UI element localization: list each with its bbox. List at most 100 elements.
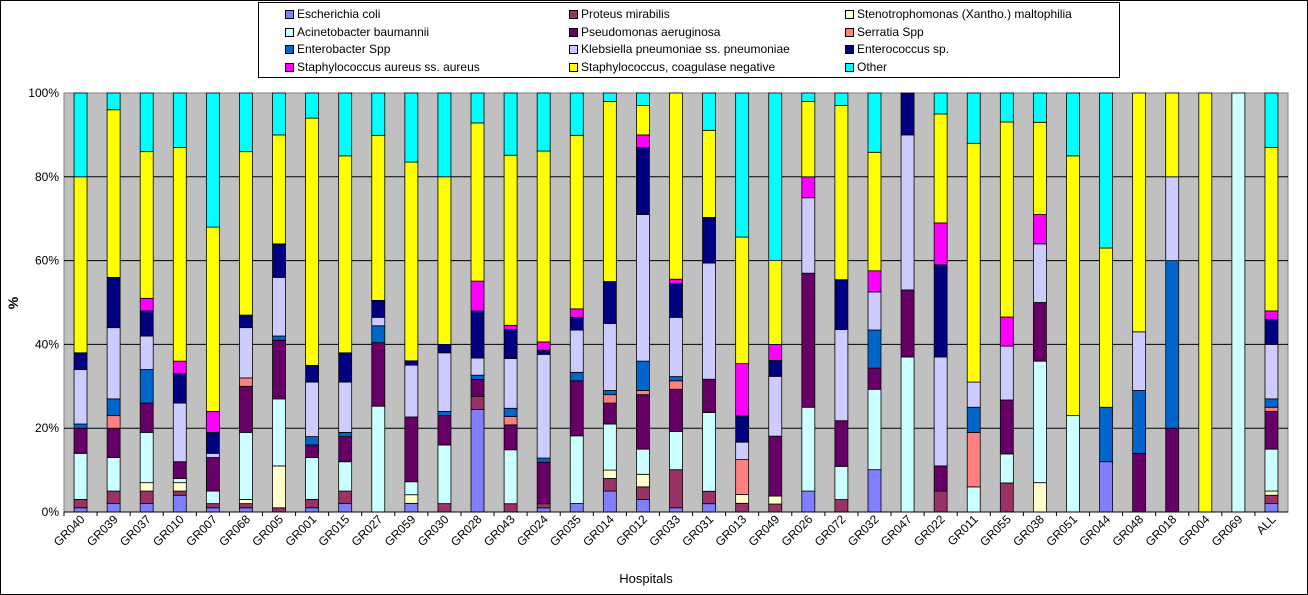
- x-tick-label: GR028: [448, 512, 485, 549]
- bar-segment: [900, 92, 915, 136]
- bar-segment: [338, 92, 353, 157]
- bar-segment: [106, 109, 121, 278]
- bar-segment: [999, 121, 1014, 318]
- bar-segment: [172, 360, 187, 375]
- bar-segment: [272, 335, 286, 341]
- bar-segment: [404, 92, 419, 163]
- legend-label: Enterobacter Spp: [297, 42, 391, 56]
- bar-segment: [470, 92, 485, 124]
- bar-segment: [602, 92, 617, 102]
- bar-segment: [239, 314, 253, 329]
- bar-segment: [404, 161, 419, 362]
- bar-segment: [999, 345, 1014, 401]
- bar-segment: [1165, 92, 1180, 178]
- bar-segment: [503, 92, 518, 156]
- bar-segment: [503, 358, 518, 409]
- bar-segment: [669, 376, 683, 382]
- bar-segment: [933, 113, 948, 224]
- x-tick-label: GR038: [1010, 512, 1047, 549]
- bar-segment: [106, 92, 121, 111]
- x-tick-label: GR027: [349, 512, 386, 549]
- bar-segment: [470, 408, 485, 513]
- bar-segment: [602, 402, 617, 425]
- bar-segment: [768, 92, 783, 262]
- bar-segment: [172, 490, 187, 496]
- bar-segment: [172, 482, 187, 492]
- bar-segment: [139, 310, 154, 337]
- bar-segment: [801, 100, 816, 178]
- bar-segment: [669, 380, 683, 390]
- bar-segment: [768, 260, 783, 345]
- bar-segment: [371, 316, 386, 327]
- legend-label: Serratia Spp: [857, 24, 924, 39]
- bar-segment: [867, 469, 882, 513]
- bar-segment: [305, 457, 320, 500]
- bar-segment: [569, 435, 584, 504]
- bar-segment: [371, 405, 386, 513]
- x-axis-title: Hospitals: [619, 571, 673, 586]
- bar-segment: [966, 142, 981, 383]
- bar-segment: [1099, 406, 1113, 463]
- bar-segment: [305, 364, 320, 383]
- bar-segment: [569, 503, 584, 513]
- bar-segment: [834, 329, 849, 422]
- bar-segment: [768, 343, 783, 361]
- bar-segment: [1264, 343, 1279, 400]
- bar-segment: [205, 490, 220, 505]
- bar-segment: [205, 411, 220, 433]
- legend-swatch: [569, 27, 578, 37]
- bar-segment: [503, 154, 518, 326]
- legend-label: Acinetobacter baumannii: [297, 24, 430, 39]
- bar-segment: [569, 329, 584, 373]
- bar-segment: [636, 486, 650, 500]
- bar-segment: [735, 415, 750, 443]
- bar-segment: [1264, 411, 1279, 450]
- x-tick-label: GR033: [646, 512, 683, 549]
- legend-swatch: [285, 10, 294, 19]
- bar-segment: [933, 222, 948, 266]
- bar-segment: [305, 117, 320, 366]
- bar-segment: [1264, 494, 1279, 505]
- bar-segment: [503, 449, 518, 505]
- bar-segment: [1132, 452, 1147, 513]
- x-tick-label: GR022: [911, 512, 948, 549]
- bar-segment: [933, 356, 948, 467]
- bar-segment: [536, 341, 551, 351]
- bar-segment: [867, 367, 882, 390]
- legend-swatch: [845, 27, 854, 37]
- x-tick-label: GR015: [316, 512, 353, 549]
- bar-segment: [1165, 427, 1180, 513]
- bar-segment: [569, 371, 584, 382]
- bar-segment: [834, 92, 849, 106]
- bar-segment: [172, 478, 187, 484]
- bar-segment: [834, 279, 849, 330]
- bar-segment: [735, 236, 750, 365]
- bar-segment: [338, 436, 353, 463]
- legend-swatch: [285, 45, 294, 54]
- bar-segment: [371, 299, 386, 318]
- bar-segment: [437, 343, 452, 354]
- bar-segment: [503, 424, 518, 451]
- bar-segment: [371, 134, 386, 301]
- bar-segment: [404, 416, 419, 483]
- bar-segment: [1066, 155, 1080, 417]
- bar-segment: [735, 441, 750, 461]
- bar-segment: [106, 503, 121, 513]
- bar-segment: [239, 151, 253, 316]
- bar-segment: [139, 431, 154, 484]
- bar-segment: [801, 92, 816, 102]
- bar-segment: [338, 352, 353, 383]
- bar-segment: [933, 264, 948, 358]
- bar-segment: [437, 176, 452, 345]
- bar-segment: [702, 262, 716, 380]
- bar-segment: [867, 270, 882, 293]
- bar-segment: [1165, 176, 1180, 262]
- bar-segment: [999, 482, 1014, 513]
- bar-segment: [272, 276, 286, 337]
- bar-segment: [1264, 503, 1279, 513]
- bar-segment: [205, 507, 220, 513]
- bar-segment: [305, 381, 320, 437]
- bar-segment: [1264, 398, 1279, 408]
- bar-segment: [768, 503, 783, 513]
- bar-segment: [636, 394, 650, 450]
